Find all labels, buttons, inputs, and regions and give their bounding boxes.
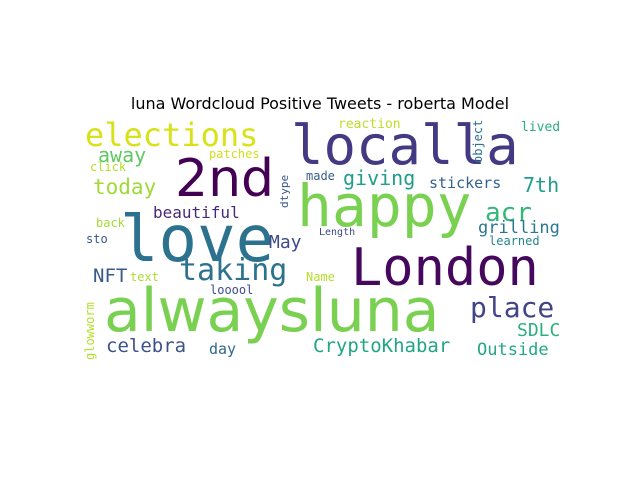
- cloud-word: learned: [489, 234, 540, 248]
- cloud-word: patches: [209, 147, 260, 161]
- cloud-word: reaction: [338, 117, 401, 132]
- word-cloud: alwaysluna London love happy localla 2nd…: [80, 115, 560, 365]
- cloud-word: today: [93, 175, 157, 199]
- cloud-word: looool: [210, 283, 254, 297]
- cloud-word: sto: [86, 232, 108, 246]
- cloud-word: click: [90, 160, 127, 174]
- cloud-word: Length: [319, 227, 356, 238]
- cloud-word: giving: [343, 166, 416, 190]
- cloud-word: lived: [521, 120, 560, 135]
- cloud-word: SDLC: [517, 320, 560, 341]
- cloud-word: dtype: [278, 174, 291, 208]
- cloud-word: taking: [179, 253, 288, 288]
- cloud-word: text: [130, 270, 159, 284]
- cloud-word: 2nd: [175, 149, 275, 209]
- cloud-word: place: [470, 291, 555, 324]
- cloud-word: CryptoKhabar: [313, 335, 451, 357]
- cloud-word: happy: [297, 172, 472, 240]
- cloud-word: May: [269, 232, 302, 253]
- cloud-word: London: [351, 238, 539, 298]
- cloud-word: glowworm: [83, 302, 97, 360]
- cloud-word: 7th: [523, 173, 560, 197]
- cloud-word: grilling: [478, 218, 560, 238]
- cloud-word: love: [120, 203, 275, 277]
- cloud-word: away: [98, 143, 147, 167]
- cloud-word: localla: [291, 115, 519, 177]
- cloud-word: object: [471, 119, 485, 163]
- cloud-word: beautiful: [153, 203, 240, 222]
- cloud-word: day: [209, 340, 237, 358]
- chart-title: luna Wordcloud Positive Tweets - roberta…: [130, 94, 510, 113]
- cloud-word: acr: [485, 198, 532, 228]
- cloud-word: alwaysluna: [104, 276, 440, 346]
- cloud-word: NFT: [93, 265, 128, 287]
- cloud-word: made: [306, 169, 335, 183]
- cloud-word: stickers: [429, 174, 502, 192]
- cloud-word: elections: [85, 116, 259, 154]
- cloud-word: celebra: [106, 335, 187, 357]
- cloud-word: back: [96, 216, 125, 230]
- cloud-word: Name: [306, 270, 335, 284]
- cloud-word: Outside: [477, 340, 549, 360]
